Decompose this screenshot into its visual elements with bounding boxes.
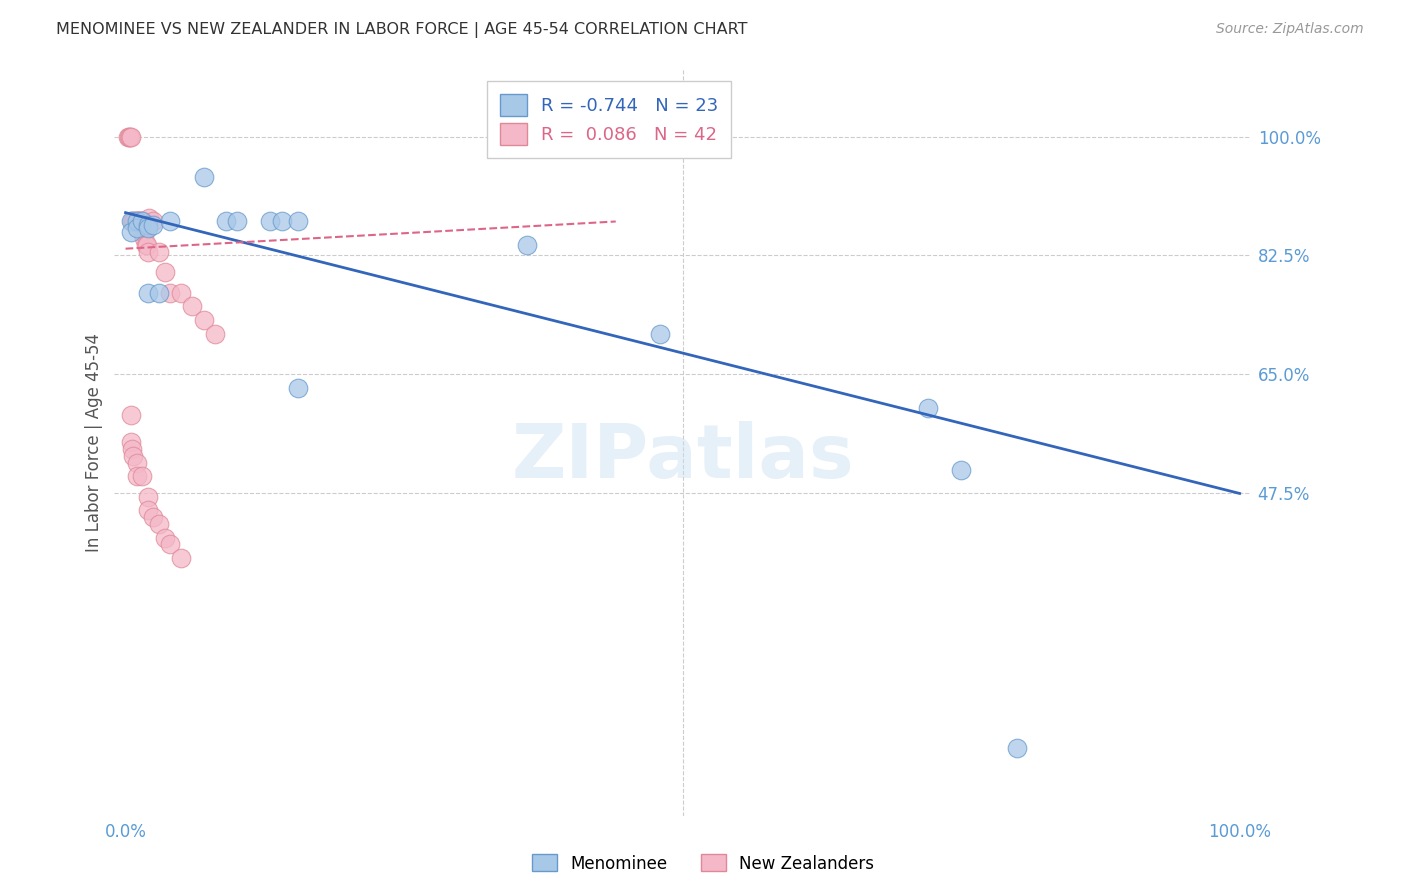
Legend: R = -0.744   N = 23, R =  0.086   N = 42: R = -0.744 N = 23, R = 0.086 N = 42 <box>486 81 731 158</box>
Point <box>125 221 148 235</box>
Point <box>142 510 165 524</box>
Point <box>650 326 672 341</box>
Point <box>135 238 157 252</box>
Point <box>148 245 170 260</box>
Point <box>131 225 153 239</box>
Point <box>122 449 145 463</box>
Point <box>128 214 150 228</box>
Point <box>159 285 181 300</box>
Point <box>136 218 159 232</box>
Point <box>136 245 159 260</box>
Point <box>122 214 145 228</box>
Point <box>226 214 249 228</box>
Point <box>287 214 309 228</box>
Point <box>917 401 939 416</box>
Point <box>121 442 143 457</box>
Point <box>142 218 165 232</box>
Point <box>153 265 176 279</box>
Text: ZIPatlas: ZIPatlas <box>512 421 853 494</box>
Y-axis label: In Labor Force | Age 45-54: In Labor Force | Age 45-54 <box>86 333 103 552</box>
Point <box>259 214 281 228</box>
Point <box>118 129 141 144</box>
Point <box>117 129 139 144</box>
Point <box>204 326 226 341</box>
Point <box>170 551 193 566</box>
Point <box>270 214 292 228</box>
Point <box>124 214 146 228</box>
Point <box>950 463 973 477</box>
Point <box>142 214 165 228</box>
Point <box>120 225 142 239</box>
Point <box>134 231 156 245</box>
Point <box>215 214 238 228</box>
Point <box>131 214 153 228</box>
Point <box>181 300 204 314</box>
Point <box>120 435 142 450</box>
Point <box>193 170 215 185</box>
Point <box>135 238 157 252</box>
Point <box>125 214 148 228</box>
Point <box>153 531 176 545</box>
Point <box>131 469 153 483</box>
Point <box>120 214 142 228</box>
Point <box>1005 741 1028 756</box>
Point <box>138 211 160 225</box>
Point <box>118 129 141 144</box>
Point <box>132 214 155 228</box>
Point <box>516 238 538 252</box>
Point <box>136 285 159 300</box>
Point <box>125 214 148 228</box>
Legend: Menominee, New Zealanders: Menominee, New Zealanders <box>526 847 880 880</box>
Point <box>159 537 181 551</box>
Text: Source: ZipAtlas.com: Source: ZipAtlas.com <box>1216 22 1364 37</box>
Point <box>136 490 159 504</box>
Point <box>287 381 309 395</box>
Point <box>125 456 148 470</box>
Point <box>136 221 159 235</box>
Point <box>121 214 143 228</box>
Point <box>170 285 193 300</box>
Point <box>120 129 142 144</box>
Point <box>120 409 142 423</box>
Point <box>129 214 152 228</box>
Point <box>148 516 170 531</box>
Point <box>148 285 170 300</box>
Point <box>136 503 159 517</box>
Text: MENOMINEE VS NEW ZEALANDER IN LABOR FORCE | AGE 45-54 CORRELATION CHART: MENOMINEE VS NEW ZEALANDER IN LABOR FORC… <box>56 22 748 38</box>
Point <box>124 214 146 228</box>
Point <box>129 214 152 228</box>
Point <box>193 313 215 327</box>
Point <box>159 214 181 228</box>
Point <box>127 214 149 228</box>
Point <box>125 469 148 483</box>
